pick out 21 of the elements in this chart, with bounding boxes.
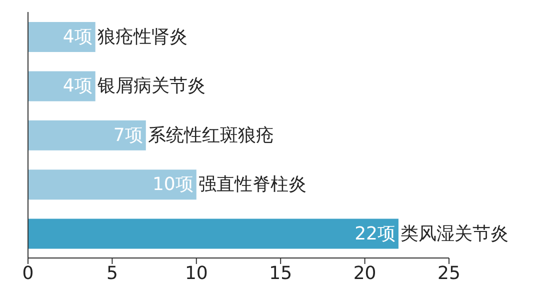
x-tick-label: 15 bbox=[269, 262, 292, 284]
x-tick-label: 10 bbox=[184, 262, 208, 284]
y-tick-label: 系统性红斑狼疮 bbox=[148, 124, 274, 146]
bar bbox=[28, 170, 196, 200]
bar bbox=[28, 71, 96, 102]
data-label: 4项 bbox=[62, 76, 92, 97]
data-label: 22项 bbox=[354, 223, 396, 244]
data-label: 10项 bbox=[152, 174, 194, 196]
data-label: 4项 bbox=[62, 26, 92, 48]
y-tick-label: 类风湿关节炎 bbox=[400, 223, 508, 244]
y-tick-label: 强直性脊柱炎 bbox=[198, 174, 306, 196]
x-tick-label: 0 bbox=[22, 262, 34, 284]
y-tick-label: 狼疮性肾炎 bbox=[97, 26, 188, 48]
x-tick-label: 25 bbox=[438, 262, 460, 284]
bar bbox=[28, 120, 146, 150]
bar bbox=[28, 22, 96, 52]
bar bbox=[28, 218, 398, 249]
x-tick-label: 5 bbox=[106, 262, 118, 284]
y-tick-label: 银屑病关节炎 bbox=[96, 76, 206, 97]
data-label: 7项 bbox=[113, 124, 143, 146]
x-tick-label: 20 bbox=[353, 262, 376, 284]
